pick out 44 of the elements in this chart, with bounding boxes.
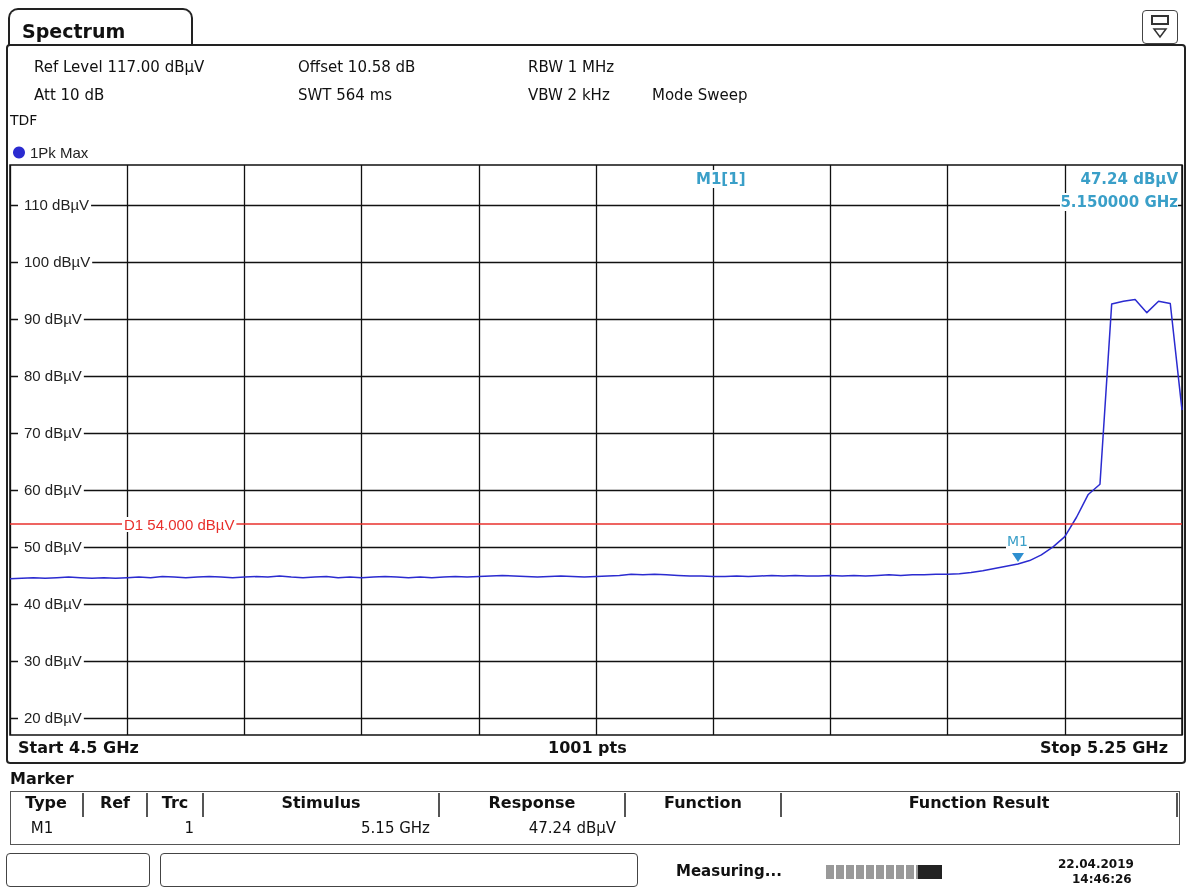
y-tick-label: 30 dBµV <box>24 652 82 670</box>
text: Ref Level 117.00 dBµV <box>34 58 205 76</box>
text: Function <box>626 793 782 817</box>
text: 1 <box>183 819 194 839</box>
text: 5.15 GHz <box>360 819 430 839</box>
text: Function Result <box>782 793 1178 817</box>
y-tick-label: 70 dBµV <box>24 424 82 442</box>
line-series <box>9 298 1183 580</box>
text: TDF <box>10 112 38 128</box>
ref-line-label: D1 54.000 dBµV <box>124 516 235 534</box>
text: 14:46:26 <box>1072 872 1132 886</box>
text: Mode Sweep <box>652 86 748 104</box>
text: 22.04.2019 <box>1058 857 1134 871</box>
text: RBW 1 MHz <box>528 58 615 76</box>
y-tick-label: 40 dBµV <box>24 595 82 613</box>
text: Att 10 dB <box>34 86 105 104</box>
y-tick-label: 90 dBµV <box>24 310 82 328</box>
y-tick-label: 110 dBµV <box>24 196 90 214</box>
text: Start 4.5 GHz <box>18 738 139 757</box>
text: Stop 5.25 GHz <box>1039 738 1168 757</box>
y-tick-label: 60 dBµV <box>24 481 82 499</box>
text: 47.24 dBµV <box>527 819 616 839</box>
text: M1 <box>29 819 55 839</box>
text: Offset 10.58 dB <box>298 58 416 76</box>
annotation: 47.24 dBµV <box>1080 170 1178 188</box>
y-tick-label: 20 dBµV <box>24 709 82 727</box>
annotation: 5.150000 GHz <box>1060 193 1178 211</box>
legend-label: 1Pk Max <box>30 144 89 161</box>
text: 1001 pts <box>548 738 627 757</box>
y-tick-label: 80 dBµV <box>24 367 82 385</box>
y-tick-label: 100 dBµV <box>24 253 91 271</box>
text: Type <box>10 793 84 817</box>
text: Marker <box>10 769 74 788</box>
annotation: M1 <box>1005 532 1029 550</box>
text: VBW 2 kHz <box>528 86 610 104</box>
chart-title: Spectrum <box>8 8 193 46</box>
text: Stimulus <box>204 793 440 817</box>
text: SWT 564 ms <box>298 86 393 104</box>
y-tick-label: 50 dBµV <box>24 538 82 556</box>
text: Trc <box>148 793 204 817</box>
text: Measuring... <box>676 862 782 880</box>
annotation: M1[1] <box>692 170 750 188</box>
text: Ref <box>84 793 148 817</box>
text: Response <box>440 793 626 817</box>
